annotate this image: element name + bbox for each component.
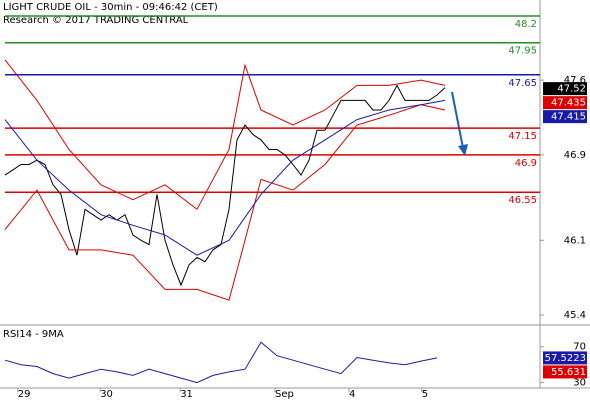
- y-tick-label: 47.6: [564, 75, 586, 86]
- series-line: [4, 341, 438, 384]
- series-line: [4, 84, 446, 287]
- x-tick-label: 31: [180, 389, 193, 400]
- series-line: [4, 99, 446, 256]
- price-box-label: 57.5223: [545, 353, 586, 364]
- x-tick-label: 30: [100, 389, 113, 400]
- price-box: [543, 110, 587, 124]
- level-label: 47.15: [508, 131, 537, 142]
- y-tick-label: 70: [573, 342, 586, 353]
- price-box: [543, 82, 587, 96]
- price-box: [543, 96, 587, 110]
- y-tick-label: 45.4: [564, 310, 586, 321]
- price-box-label: 47.52: [557, 84, 586, 95]
- chart-title: LIGHT CRUDE OIL - 30min - 09:46:42 (CET): [3, 2, 218, 13]
- price-box: [543, 365, 587, 379]
- x-tick-label: 5: [422, 389, 428, 400]
- level-label: 46.9: [515, 158, 537, 169]
- level-label: 48.2: [515, 19, 537, 30]
- price-box: [543, 351, 587, 365]
- y-tick-label: 46.1: [564, 235, 586, 246]
- series-line: [4, 104, 446, 301]
- level-label: 47.95: [508, 46, 537, 57]
- level-label: 46.55: [508, 195, 537, 206]
- forecast-arrow: [451, 91, 468, 156]
- level-label: 47.65: [508, 78, 537, 89]
- chart-subtitle: Research © 2017 TRADING CENTRAL: [3, 15, 189, 26]
- price-box-label: 47.415: [551, 112, 586, 123]
- rsi-title: RSI14 - 9MA: [3, 329, 64, 340]
- price-box-label: 47.435: [551, 98, 586, 109]
- y-tick-label: 46.9: [564, 150, 586, 161]
- series-line: [4, 59, 446, 211]
- x-tick-label: Sep: [275, 389, 294, 400]
- x-tick-label: 29: [18, 389, 31, 400]
- price-box-label: 55.631: [551, 367, 586, 378]
- y-tick-label: 30: [573, 378, 586, 389]
- x-tick-label: 4: [349, 389, 355, 400]
